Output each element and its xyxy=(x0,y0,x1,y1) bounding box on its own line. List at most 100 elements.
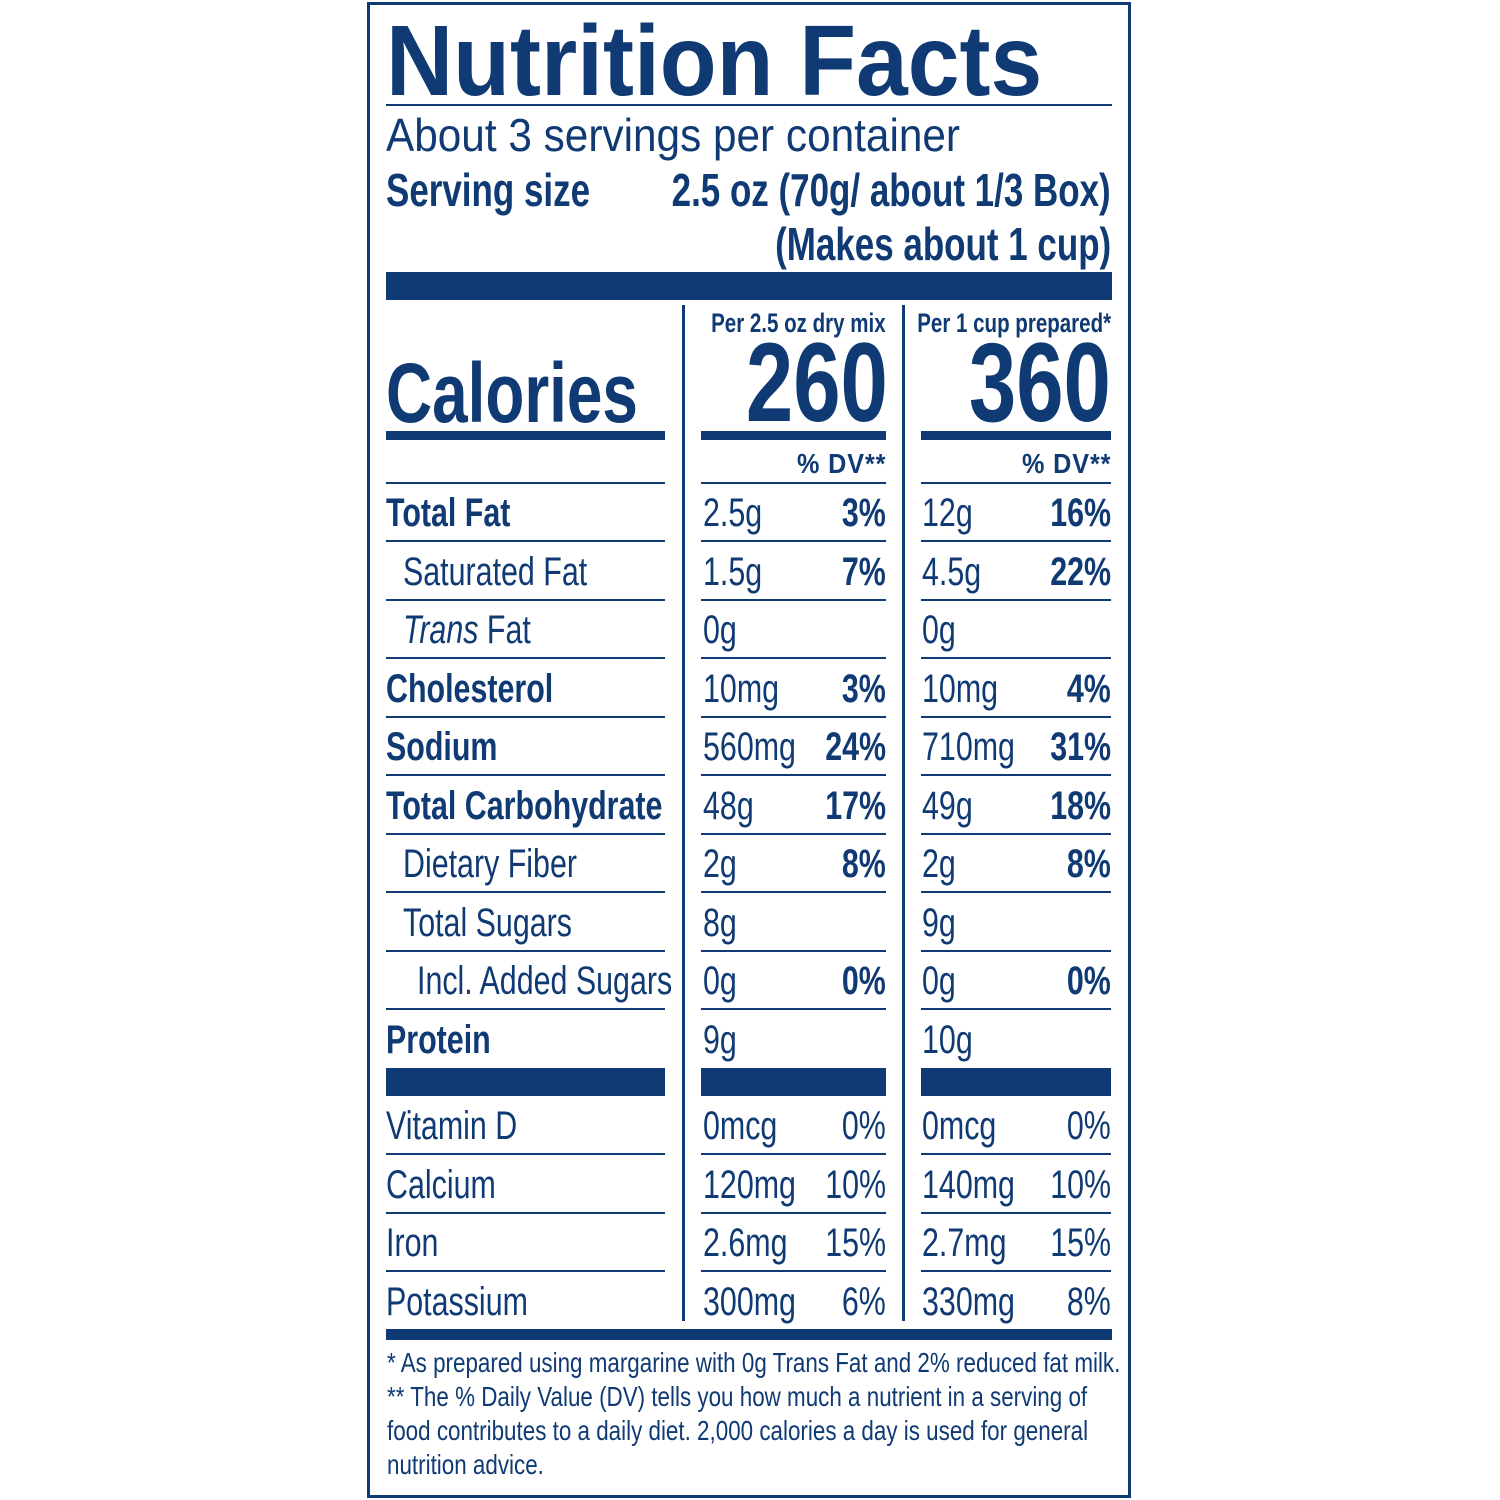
dv-dry: 17% xyxy=(825,783,886,828)
row-divider xyxy=(386,774,665,776)
serving-size-note: (Makes about 1 cup) xyxy=(774,218,1111,270)
dv-dry: 6% xyxy=(842,1279,886,1324)
row-divider xyxy=(921,891,1111,893)
dv-header-prepared: % DV** xyxy=(1021,448,1111,479)
amount-prepared: 2g xyxy=(922,842,956,886)
thick-divider xyxy=(386,272,1112,300)
amount-prepared: 49g xyxy=(922,783,973,828)
amount-prepared: 2.7mg xyxy=(922,1221,1007,1265)
amount-dry: 2.5g xyxy=(703,491,763,535)
nutrient-label: Total Carbohydrate xyxy=(386,783,663,828)
amount-prepared: 0g xyxy=(922,608,956,652)
amount-dry: 2g xyxy=(703,842,737,886)
label-italic: Trans xyxy=(403,608,479,652)
row-divider xyxy=(386,950,665,952)
amount-dry: 300mg xyxy=(703,1279,796,1324)
footnote: nutrition advice. xyxy=(387,1449,544,1480)
amount-prepared: 710mg xyxy=(922,725,1015,769)
dv-dry: 0% xyxy=(842,959,886,1003)
amount-prepared: 10mg xyxy=(922,666,999,711)
nutrient-label: Cholesterol xyxy=(386,666,554,711)
thick-divider xyxy=(386,1068,665,1096)
thick-divider xyxy=(921,1068,1111,1096)
amount-dry: 48g xyxy=(703,783,754,828)
dv-prepared: 0% xyxy=(1067,959,1111,1003)
dv-dry: 8% xyxy=(842,842,886,886)
amount-dry: 0g xyxy=(703,608,737,652)
dv-prepared: 8% xyxy=(1067,842,1111,886)
amount-prepared: 12g xyxy=(922,491,973,535)
calories-label: Calories xyxy=(386,346,638,440)
nutrient-label: Total Sugars xyxy=(403,900,572,945)
nutrient-label: Trans Fat xyxy=(403,601,571,659)
row-divider xyxy=(386,1270,665,1272)
dv-dry: 7% xyxy=(842,549,886,594)
row-divider xyxy=(701,482,886,484)
nutrient-label: Incl. Added Sugars xyxy=(417,959,673,1003)
amount-prepared: 0mcg xyxy=(922,1104,997,1148)
amount-dry: 0mcg xyxy=(703,1104,778,1148)
amount-dry: 120mg xyxy=(703,1162,796,1207)
dv-prepared: 16% xyxy=(1050,491,1111,535)
row-divider xyxy=(386,657,665,659)
nutrient-label: Calcium xyxy=(386,1162,496,1207)
nutrient-label: Protein xyxy=(386,1017,491,1062)
dv-prepared: 4% xyxy=(1067,666,1111,711)
dv-prepared: 31% xyxy=(1050,725,1111,769)
row-divider xyxy=(701,1008,886,1010)
row-divider xyxy=(921,950,1111,952)
calories-underline xyxy=(921,431,1111,440)
amount-dry: 560mg xyxy=(703,725,796,769)
row-divider xyxy=(701,833,886,835)
row-divider xyxy=(921,540,1111,542)
footnote: * As prepared using margarine with 0g Tr… xyxy=(387,1347,1121,1378)
row-divider xyxy=(386,599,665,601)
row-divider xyxy=(921,657,1111,659)
dv-prepared: 15% xyxy=(1050,1221,1111,1265)
row-divider xyxy=(386,891,665,893)
amount-prepared: 0g xyxy=(922,959,956,1003)
label-frame xyxy=(367,2,1131,1498)
amount-prepared: 9g xyxy=(922,900,956,945)
row-divider xyxy=(921,1008,1111,1010)
row-divider xyxy=(386,833,665,835)
amount-prepared: 4.5g xyxy=(922,549,982,594)
dv-prepared: 22% xyxy=(1050,549,1111,594)
dv-header-dry: % DV** xyxy=(796,448,886,479)
row-divider xyxy=(701,540,886,542)
column-separator xyxy=(682,305,685,1321)
row-divider xyxy=(701,1270,886,1272)
amount-dry: 8g xyxy=(703,900,737,945)
amount-prepared: 10g xyxy=(922,1017,973,1062)
servings-per-container: About 3 servings per container xyxy=(386,109,961,161)
dv-dry: 3% xyxy=(842,491,886,535)
nutrient-label: Dietary Fiber xyxy=(403,842,578,886)
nutrient-label: Iron xyxy=(386,1221,439,1265)
row-divider xyxy=(921,1270,1111,1272)
nutrient-label: Total Fat xyxy=(386,491,511,535)
row-divider xyxy=(921,1153,1111,1155)
serving-size-value: 2.5 oz (70g/ about 1/3 Box) xyxy=(671,164,1111,216)
row-divider xyxy=(386,540,665,542)
dv-prepared: 18% xyxy=(1050,783,1111,828)
row-divider xyxy=(386,1212,665,1214)
row-divider xyxy=(701,599,886,601)
calories-underline xyxy=(386,431,665,440)
nutrient-label: Saturated Fat xyxy=(403,549,588,594)
row-divider xyxy=(701,774,886,776)
calories-underline xyxy=(701,431,886,440)
row-divider xyxy=(701,657,886,659)
column-separator xyxy=(902,305,905,1321)
amount-dry: 9g xyxy=(703,1017,737,1062)
dv-dry: 10% xyxy=(825,1162,886,1207)
dv-prepared: 0% xyxy=(1067,1104,1111,1148)
label-title: Nutrition Facts xyxy=(386,5,1043,117)
thick-divider xyxy=(701,1068,886,1096)
dv-prepared: 10% xyxy=(1050,1162,1111,1207)
column-header-dry: Per 2.5 oz dry mix xyxy=(711,308,886,338)
row-divider xyxy=(701,891,886,893)
thick-divider xyxy=(386,1329,1112,1340)
label-text: Fat xyxy=(478,608,531,652)
dv-prepared: 8% xyxy=(1067,1279,1111,1324)
dv-dry: 0% xyxy=(842,1104,886,1148)
